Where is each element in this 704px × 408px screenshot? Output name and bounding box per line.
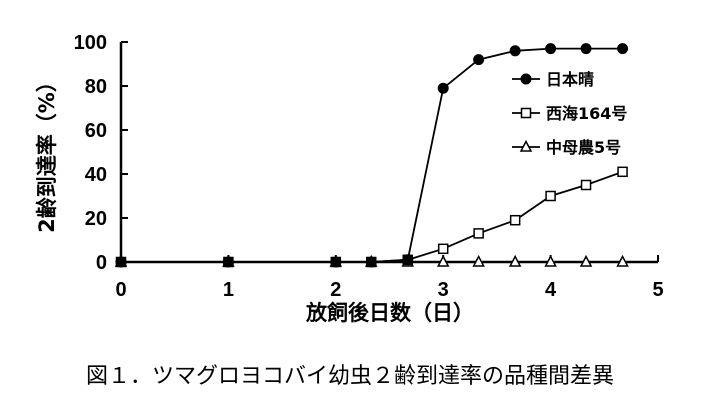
series-0-point-8 [545, 43, 557, 55]
y-tick-label-4: 80 [85, 76, 107, 98]
series-0-point-3 [365, 256, 377, 268]
y-axis-title: 2齢到達率（%） [35, 71, 59, 233]
y-tick-label-0: 0 [96, 252, 107, 274]
legend-marker-0 [520, 73, 532, 85]
series-0-point-2 [330, 256, 342, 268]
legend-marker-2 [519, 139, 533, 152]
legend-label-2: 中母農5号 [546, 138, 621, 157]
legend-entry-2: 中母農5号 [512, 138, 621, 157]
series-0-point-5 [437, 82, 449, 94]
series-0-point-7 [509, 45, 521, 57]
series-1-point-9 [580, 179, 592, 191]
series-1-point-7 [509, 214, 521, 226]
legend-entry-1: 西海164号 [512, 104, 627, 123]
series-0-point-6 [473, 54, 485, 66]
x-axis-title: 放飼後日数（日） [305, 301, 474, 325]
series-2-point-7 [508, 254, 522, 267]
series-0-point-4 [402, 254, 414, 266]
series-2-point-10 [616, 254, 629, 267]
legend-entry-0: 日本晴 [512, 70, 594, 89]
y-tick-label-3: 60 [85, 120, 107, 142]
series-layer [114, 43, 629, 268]
series-1 [115, 166, 628, 268]
series-0 [115, 43, 629, 268]
y-tick-label-5: 100 [74, 32, 107, 54]
series-0-point-0 [115, 256, 127, 268]
figure-caption: 図１．ツマグロヨコバイ幼虫２齢到達率の品種間差異 [86, 364, 614, 389]
series-0-point-1 [222, 256, 234, 268]
series-2-point-8 [544, 254, 557, 267]
series-0-point-9 [580, 43, 592, 55]
series-1-point-5 [437, 243, 449, 255]
legend-marker-1 [520, 107, 532, 119]
series-2-point-9 [579, 254, 593, 267]
x-tick-label-2: 2 [330, 279, 341, 301]
y-tick-label-1: 20 [85, 208, 107, 230]
y-tick-label-2: 40 [85, 164, 107, 186]
series-1-point-8 [545, 190, 556, 202]
legend-label-0: 日本晴 [546, 70, 594, 89]
x-tick-label-3: 3 [438, 279, 449, 301]
series-1-line [121, 170, 623, 263]
x-tick-label-0: 0 [115, 279, 126, 301]
axes: 0 1 2 3 4 5 0 20 40 60 80 100 [74, 32, 664, 301]
legend-label-1: 西海164号 [546, 104, 627, 123]
series-2-point-5 [436, 254, 450, 267]
series-2-point-6 [472, 254, 485, 267]
x-tick-label-5: 5 [652, 279, 663, 301]
series-0-point-10 [617, 43, 629, 55]
x-tick-label-4: 4 [545, 279, 557, 301]
series-1-point-6 [473, 228, 484, 239]
series-1-point-10 [617, 166, 628, 178]
x-tick-label-1: 1 [223, 279, 234, 301]
